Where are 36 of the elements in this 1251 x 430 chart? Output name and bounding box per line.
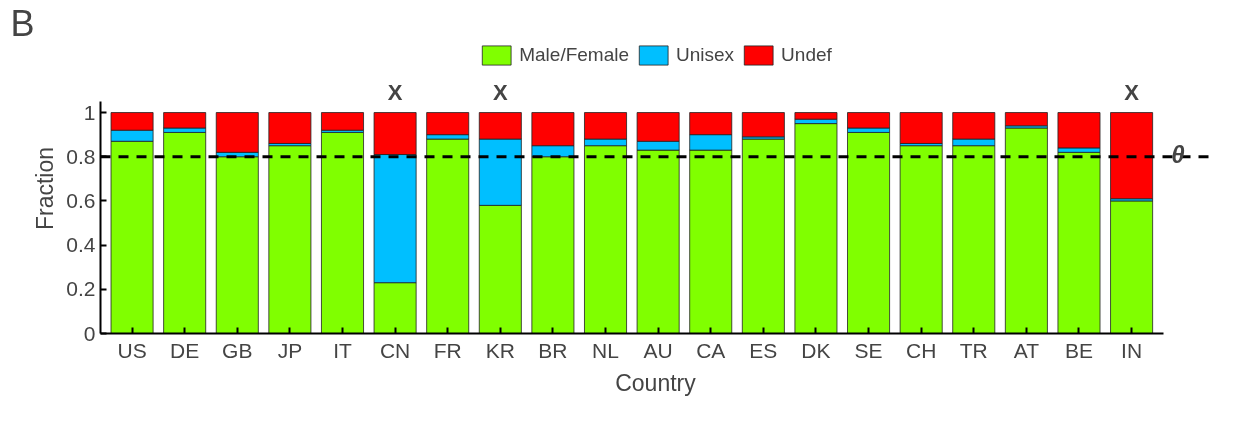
x-tick-label: BR — [538, 338, 568, 362]
x-tick-label: TR — [959, 338, 988, 362]
legend-label: Male/Female — [519, 44, 630, 66]
x-axis-title: Country — [615, 369, 697, 396]
x-tick-label: DK — [801, 338, 831, 362]
y-tick-label: 0 — [83, 321, 96, 345]
y-tick-label: 1 — [83, 100, 96, 124]
x-tick-label: FR — [433, 338, 462, 362]
y-tick-label: 0.6 — [66, 188, 96, 212]
y-tick-label: 0.8 — [66, 144, 96, 168]
x-tick-label: NL — [592, 338, 619, 362]
x-tick-label: US — [117, 338, 147, 362]
y-tick-label: 0.2 — [66, 277, 96, 301]
annotation: X — [492, 79, 508, 105]
x-tick-label: AT — [1013, 338, 1040, 362]
x-tick-label: IN — [1121, 338, 1143, 362]
x-tick-label: GB — [222, 338, 253, 362]
y-tick-label: 0.4 — [66, 233, 96, 257]
x-tick-label: CN — [379, 338, 411, 362]
ref-line-label: θ — [1171, 141, 1185, 169]
annotation: X — [1124, 79, 1140, 105]
x-tick-label: CH — [906, 338, 937, 362]
y-axis-title: Fraction — [32, 146, 59, 231]
x-tick-label: CA — [696, 338, 726, 362]
legend-label: Undef — [781, 44, 832, 66]
x-tick-label: KR — [485, 338, 515, 362]
x-tick-label: JP — [277, 338, 303, 362]
x-tick-label: AU — [643, 338, 673, 362]
annotation: X — [387, 79, 403, 105]
x-tick-label: IT — [333, 338, 352, 362]
legend-label: Unisex — [676, 44, 735, 66]
chart-title: B — [10, 2, 35, 44]
x-tick-label: BE — [1064, 338, 1093, 362]
x-tick-label: SE — [854, 338, 883, 362]
x-tick-label: ES — [749, 338, 778, 362]
x-tick-label: DE — [170, 338, 200, 362]
